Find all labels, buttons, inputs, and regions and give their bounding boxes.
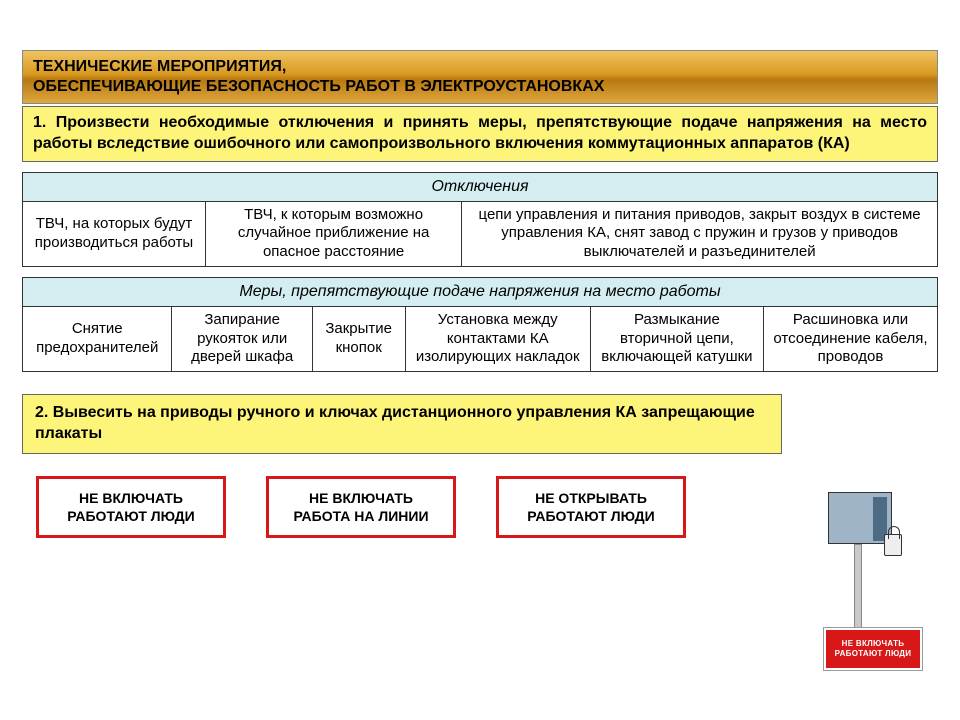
- table-otklucheniya: Отключения ТВЧ, на которых будут произво…: [22, 172, 938, 267]
- header-banner: ТЕХНИЧЕСКИЕ МЕРОПРИЯТИЯ, ОБЕСПЕЧИВАЮЩИЕ …: [22, 50, 938, 104]
- plate-l2: РАБОТАЮТ ЛЮДИ: [835, 649, 912, 659]
- sign-1: НЕ ВКЛЮЧАТЬ РАБОТА НА ЛИНИИ: [266, 476, 456, 538]
- table1-col2: цепи управления и питания приводов, закр…: [462, 201, 938, 266]
- header-line1: ТЕХНИЧЕСКИЕ МЕРОПРИЯТИЯ,: [33, 57, 927, 77]
- table2-title: Меры, препятствующие подаче напряжения н…: [23, 277, 938, 306]
- sign-0-l1: НЕ ВКЛЮЧАТЬ: [51, 489, 211, 507]
- sign-2: НЕ ОТКРЫВАТЬ РАБОТАЮТ ЛЮДИ: [496, 476, 686, 538]
- panel-icon: [828, 492, 892, 544]
- header-line2: ОБЕСПЕЧИВАЮЩИЕ БЕЗОПАСНОСТЬ РАБОТ В ЭЛЕК…: [33, 77, 927, 97]
- table2-col0: Снятие предохранителей: [23, 306, 172, 371]
- sign-1-l1: НЕ ВКЛЮЧАТЬ: [281, 489, 441, 507]
- sign-0: НЕ ВКЛЮЧАТЬ РАБОТАЮТ ЛЮДИ: [36, 476, 226, 538]
- table-mery: Меры, препятствующие подаче напряжения н…: [22, 277, 938, 372]
- illustration: НЕ ВКЛЮЧАТЬ РАБОТАЮТ ЛЮДИ: [788, 486, 938, 706]
- table2-col5: Расшиновка или отсоединение кабеля, пров…: [763, 306, 937, 371]
- step1-box: 1. Произвести необходимые отключения и п…: [22, 106, 938, 162]
- table1-title: Отключения: [23, 172, 938, 201]
- warning-plate: НЕ ВКЛЮЧАТЬ РАБОТАЮТ ЛЮДИ: [824, 628, 922, 670]
- table1-col1: ТВЧ, к которым возможно случайное прибли…: [206, 201, 462, 266]
- table2-col3: Установка между контактами КА изолирующи…: [405, 306, 590, 371]
- lock-icon: [884, 534, 902, 556]
- table1-col0: ТВЧ, на которых будут производиться рабо…: [23, 201, 206, 266]
- sign-1-l2: РАБОТА НА ЛИНИИ: [281, 507, 441, 525]
- step2-box: 2. Вывесить на приводы ручного и ключах …: [22, 394, 782, 454]
- table2-col1: Запирание рукояток или дверей шкафа: [172, 306, 312, 371]
- sign-2-l2: РАБОТАЮТ ЛЮДИ: [511, 507, 671, 525]
- table2-col2: Закрытие кнопок: [312, 306, 405, 371]
- sign-2-l1: НЕ ОТКРЫВАТЬ: [511, 489, 671, 507]
- sign-0-l2: РАБОТАЮТ ЛЮДИ: [51, 507, 211, 525]
- table2-col4: Размыкание вторичной цепи, включающей ка…: [590, 306, 763, 371]
- plate-l1: НЕ ВКЛЮЧАТЬ: [842, 639, 905, 649]
